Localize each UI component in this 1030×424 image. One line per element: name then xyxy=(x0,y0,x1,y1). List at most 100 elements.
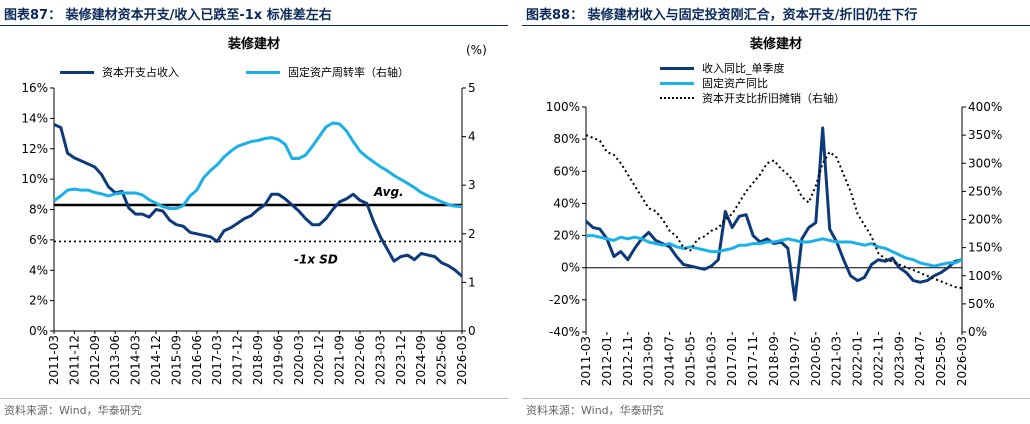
legend-label: 收入同比_单季度 xyxy=(702,62,785,75)
x-tick-label: 2014-12 xyxy=(149,335,163,385)
legend-swatch xyxy=(660,97,694,99)
source-note: 资料来源：Wind，华泰研究 xyxy=(4,404,142,417)
y-tick-label-left: 6% xyxy=(29,233,48,247)
legend-swatch xyxy=(660,66,694,70)
y-tick-label-left: 4% xyxy=(29,263,48,277)
y-tick-label-right: 3 xyxy=(468,178,476,192)
legend-item: 资本开支比折旧摊销（右轴） xyxy=(660,90,845,106)
x-tick-label: 2025-05 xyxy=(934,336,948,386)
x-tick-label: 2017-01 xyxy=(725,336,739,386)
reference-line-label: Avg. xyxy=(373,185,404,199)
title-divider xyxy=(0,25,508,26)
y-tick-label-right: 2 xyxy=(468,227,476,241)
x-tick-label: 2018-09 xyxy=(251,335,265,385)
x-tick-label: 2014-07 xyxy=(663,336,677,386)
x-tick-label: 2021-03 xyxy=(830,336,844,386)
series-line xyxy=(585,134,963,290)
legend-item: 资本开支占收入 xyxy=(60,64,179,80)
y-tick-label-left: 14% xyxy=(21,111,48,125)
chart-title: 装修建材 xyxy=(749,37,802,52)
chart-panel-left: 图表87： 装修建材资本开支/收入已跌至-1x 标准差左右 装修建材 0% 2% 4… xyxy=(0,0,508,424)
legend-label: 固定资产同比 xyxy=(702,77,768,90)
x-tick-label: 2024-09 xyxy=(414,335,428,385)
y-tick-label-left: 80% xyxy=(553,132,580,146)
x-tick-label: 2014-03 xyxy=(129,335,143,385)
y-tick-label-right: 4 xyxy=(468,130,476,144)
x-tick-label: 2013-06 xyxy=(108,335,122,385)
x-tick-label: 2023-09 xyxy=(892,336,906,386)
y-tick-label-left: -40% xyxy=(549,325,580,339)
source-divider xyxy=(522,398,1030,399)
source-divider xyxy=(0,398,508,399)
chart-plot-area: 0% 2% 4% 6% 8% 10% 12% 14% 16% 0 1 2 3 4 5 2011-03 2011-… xyxy=(21,43,487,385)
y-tick-label-right: 0% xyxy=(968,325,987,339)
title-divider xyxy=(522,25,1030,26)
x-tick-label: 2026-03 xyxy=(455,335,469,385)
legend-item: 收入同比_单季度 xyxy=(660,60,785,76)
y-tick-label-left: 10% xyxy=(21,172,48,186)
y-tick-label-right: 250% xyxy=(968,184,1002,198)
y-tick-label-right: 100% xyxy=(968,269,1002,283)
y-tick-label-left: 100% xyxy=(546,100,580,114)
legend-label: 固定资产周转率（右轴） xyxy=(288,66,409,79)
series-line xyxy=(586,234,963,268)
x-tick-label: 2011-03 xyxy=(579,336,593,386)
series-line xyxy=(584,126,963,302)
x-tick-label: 2017-12 xyxy=(231,335,245,385)
right-axis-label: (%) xyxy=(466,43,487,57)
y-tick-label-right: 1 xyxy=(468,275,476,289)
x-tick-label: 2023-12 xyxy=(394,335,408,385)
series-line xyxy=(53,121,463,210)
x-tick-label: 2012-11 xyxy=(621,336,635,386)
x-tick-label: 2024-07 xyxy=(913,336,927,386)
y-tick-label-left: 60% xyxy=(553,164,580,178)
chart-title: 装修建材 xyxy=(227,37,280,52)
x-tick-label: 2022-01 xyxy=(851,336,865,386)
y-tick-label-left: 16% xyxy=(21,81,48,95)
x-tick-label: 2017-03 xyxy=(210,335,224,385)
y-tick-label-left: 0% xyxy=(561,261,580,275)
chart-panel-right: 图表88： 装修建材收入与固定投资刚汇合，资本开支/折旧仍在下行 装修建材 -4… xyxy=(522,0,1030,424)
legend-item: 固定资产周转率（右轴） xyxy=(246,64,409,80)
x-tick-label: 2026-03 xyxy=(955,336,969,386)
figure-title: 图表87： 装修建材资本开支/收入已跌至-1x 标准差左右 xyxy=(4,8,332,23)
x-tick-label: 2015-05 xyxy=(683,336,697,386)
x-tick-label: 2021-09 xyxy=(333,335,347,385)
x-tick-label: 2020-05 xyxy=(809,336,823,386)
y-tick-label-right: 50% xyxy=(968,297,995,311)
y-tick-label-right: 5 xyxy=(468,81,476,95)
legend-label: 资本开支比折旧摊销（右轴） xyxy=(702,92,845,105)
x-tick-label: 2015-09 xyxy=(169,335,183,385)
y-tick-label-left: 12% xyxy=(21,142,48,156)
y-tick-label-left: 0% xyxy=(29,324,48,338)
y-tick-label-left: 40% xyxy=(553,196,580,210)
y-tick-label-right: 300% xyxy=(968,156,1002,170)
x-tick-label: 2012-01 xyxy=(600,336,614,386)
y-tick-label-left: 8% xyxy=(29,203,48,217)
x-tick-label: 2016-03 xyxy=(704,336,718,386)
y-tick-label-right: 400% xyxy=(968,100,1002,114)
x-tick-label: 2017-11 xyxy=(746,336,760,386)
y-tick-label-right: 200% xyxy=(968,213,1002,227)
reference-line-label: -1x SD xyxy=(294,252,338,266)
y-tick-label-left: 2% xyxy=(29,294,48,308)
x-tick-label: 2011-03 xyxy=(47,335,61,385)
x-tick-label: 2023-03 xyxy=(373,335,387,385)
series-line xyxy=(53,123,463,278)
x-tick-label: 2018-09 xyxy=(767,336,781,386)
x-tick-label: 2012-09 xyxy=(88,335,102,385)
y-tick-label-left: -20% xyxy=(549,293,580,307)
x-tick-label: 2016-06 xyxy=(190,335,204,385)
legend-swatch xyxy=(246,70,280,74)
chart-plot-area: -40% -20% 0% 20% 40% 60% 80% 100% 0% 50% 100% 150% 2… xyxy=(546,100,1003,386)
y-tick-label-right: 0 xyxy=(468,324,476,338)
legend-swatch xyxy=(60,70,94,74)
x-tick-label: 2011-12 xyxy=(67,335,81,385)
y-tick-label-right: 350% xyxy=(968,128,1002,142)
x-tick-label: 2019-06 xyxy=(271,335,285,385)
x-tick-label: 2025-06 xyxy=(435,335,449,385)
x-tick-label: 2022-11 xyxy=(871,336,885,386)
x-tick-label: 2019-07 xyxy=(788,336,802,386)
legend-label: 资本开支占收入 xyxy=(102,66,179,79)
figure-title: 图表88： 装修建材收入与固定投资刚汇合，资本开支/折旧仍在下行 xyxy=(526,8,918,23)
